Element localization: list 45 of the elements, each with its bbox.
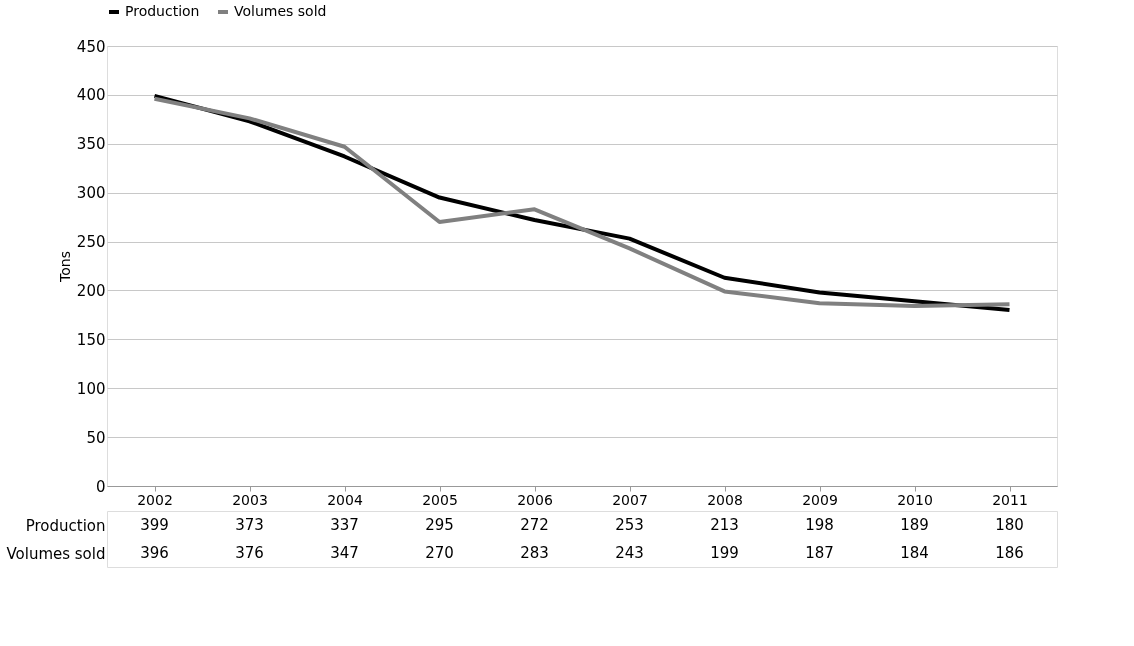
x-tick-label: 2004 [327, 491, 363, 508]
data-label: 243 [615, 544, 644, 562]
y-tick-label: 250 [76, 233, 106, 252]
data-label: 213 [710, 516, 739, 534]
data-label: 373 [235, 516, 264, 534]
x-tick-label: 2009 [802, 491, 838, 508]
data-label: 253 [615, 516, 644, 534]
y-tick-label: 400 [76, 86, 106, 105]
data-label: 198 [805, 516, 834, 534]
data-label: 272 [520, 516, 549, 534]
legend-label: Volumes sold [234, 3, 327, 19]
x-tick-label: 2002 [137, 491, 173, 508]
data-label: 283 [520, 544, 549, 562]
data-label: 184 [900, 544, 929, 562]
y-tick-label: 50 [86, 428, 106, 447]
data-label: 295 [425, 516, 454, 534]
data-label: 199 [710, 544, 739, 562]
data-label: 376 [235, 544, 264, 562]
x-tick-label: 2010 [897, 491, 933, 508]
text: Production [25, 516, 106, 535]
y-tick-label: 200 [76, 281, 106, 300]
y-tick-label: 150 [76, 330, 106, 349]
text: Volumes sold [6, 544, 106, 563]
y-tick-label: 300 [76, 184, 106, 203]
x-tick-label: 2007 [612, 491, 648, 508]
data-label: 270 [425, 544, 454, 562]
data-label: 186 [995, 544, 1024, 562]
data-label: 399 [140, 516, 169, 534]
x-tick-label: 2003 [232, 491, 268, 508]
data-label: 180 [995, 516, 1024, 534]
data-label: 337 [330, 516, 359, 534]
y-axis-title: Tons [56, 251, 73, 283]
y-tick-label: 100 [76, 379, 106, 398]
y-tick-label: 350 [76, 135, 106, 154]
data-label: 347 [330, 544, 359, 562]
x-tick-label: 2005 [422, 491, 458, 508]
x-tick-label: 2008 [707, 491, 743, 508]
legend-label: Production [125, 3, 200, 19]
x-tick-label: 2006 [517, 491, 553, 508]
data-label: 187 [805, 544, 834, 562]
data-label: 396 [140, 544, 169, 562]
y-tick-label: 0 [95, 477, 106, 496]
data-label: 189 [900, 516, 929, 534]
y-tick-label: 450 [76, 37, 106, 56]
x-tick-label: 2011 [992, 491, 1028, 508]
